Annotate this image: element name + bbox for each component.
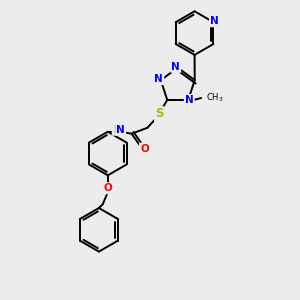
Text: N: N bbox=[154, 74, 163, 84]
Text: N: N bbox=[171, 62, 180, 72]
Text: N: N bbox=[185, 95, 194, 105]
Text: H: H bbox=[113, 125, 121, 135]
Text: O: O bbox=[103, 183, 112, 193]
Text: CH$_3$: CH$_3$ bbox=[206, 92, 224, 104]
Text: N: N bbox=[210, 16, 219, 26]
Text: N: N bbox=[116, 125, 125, 135]
Text: O: O bbox=[140, 144, 149, 154]
Text: S: S bbox=[155, 107, 164, 120]
